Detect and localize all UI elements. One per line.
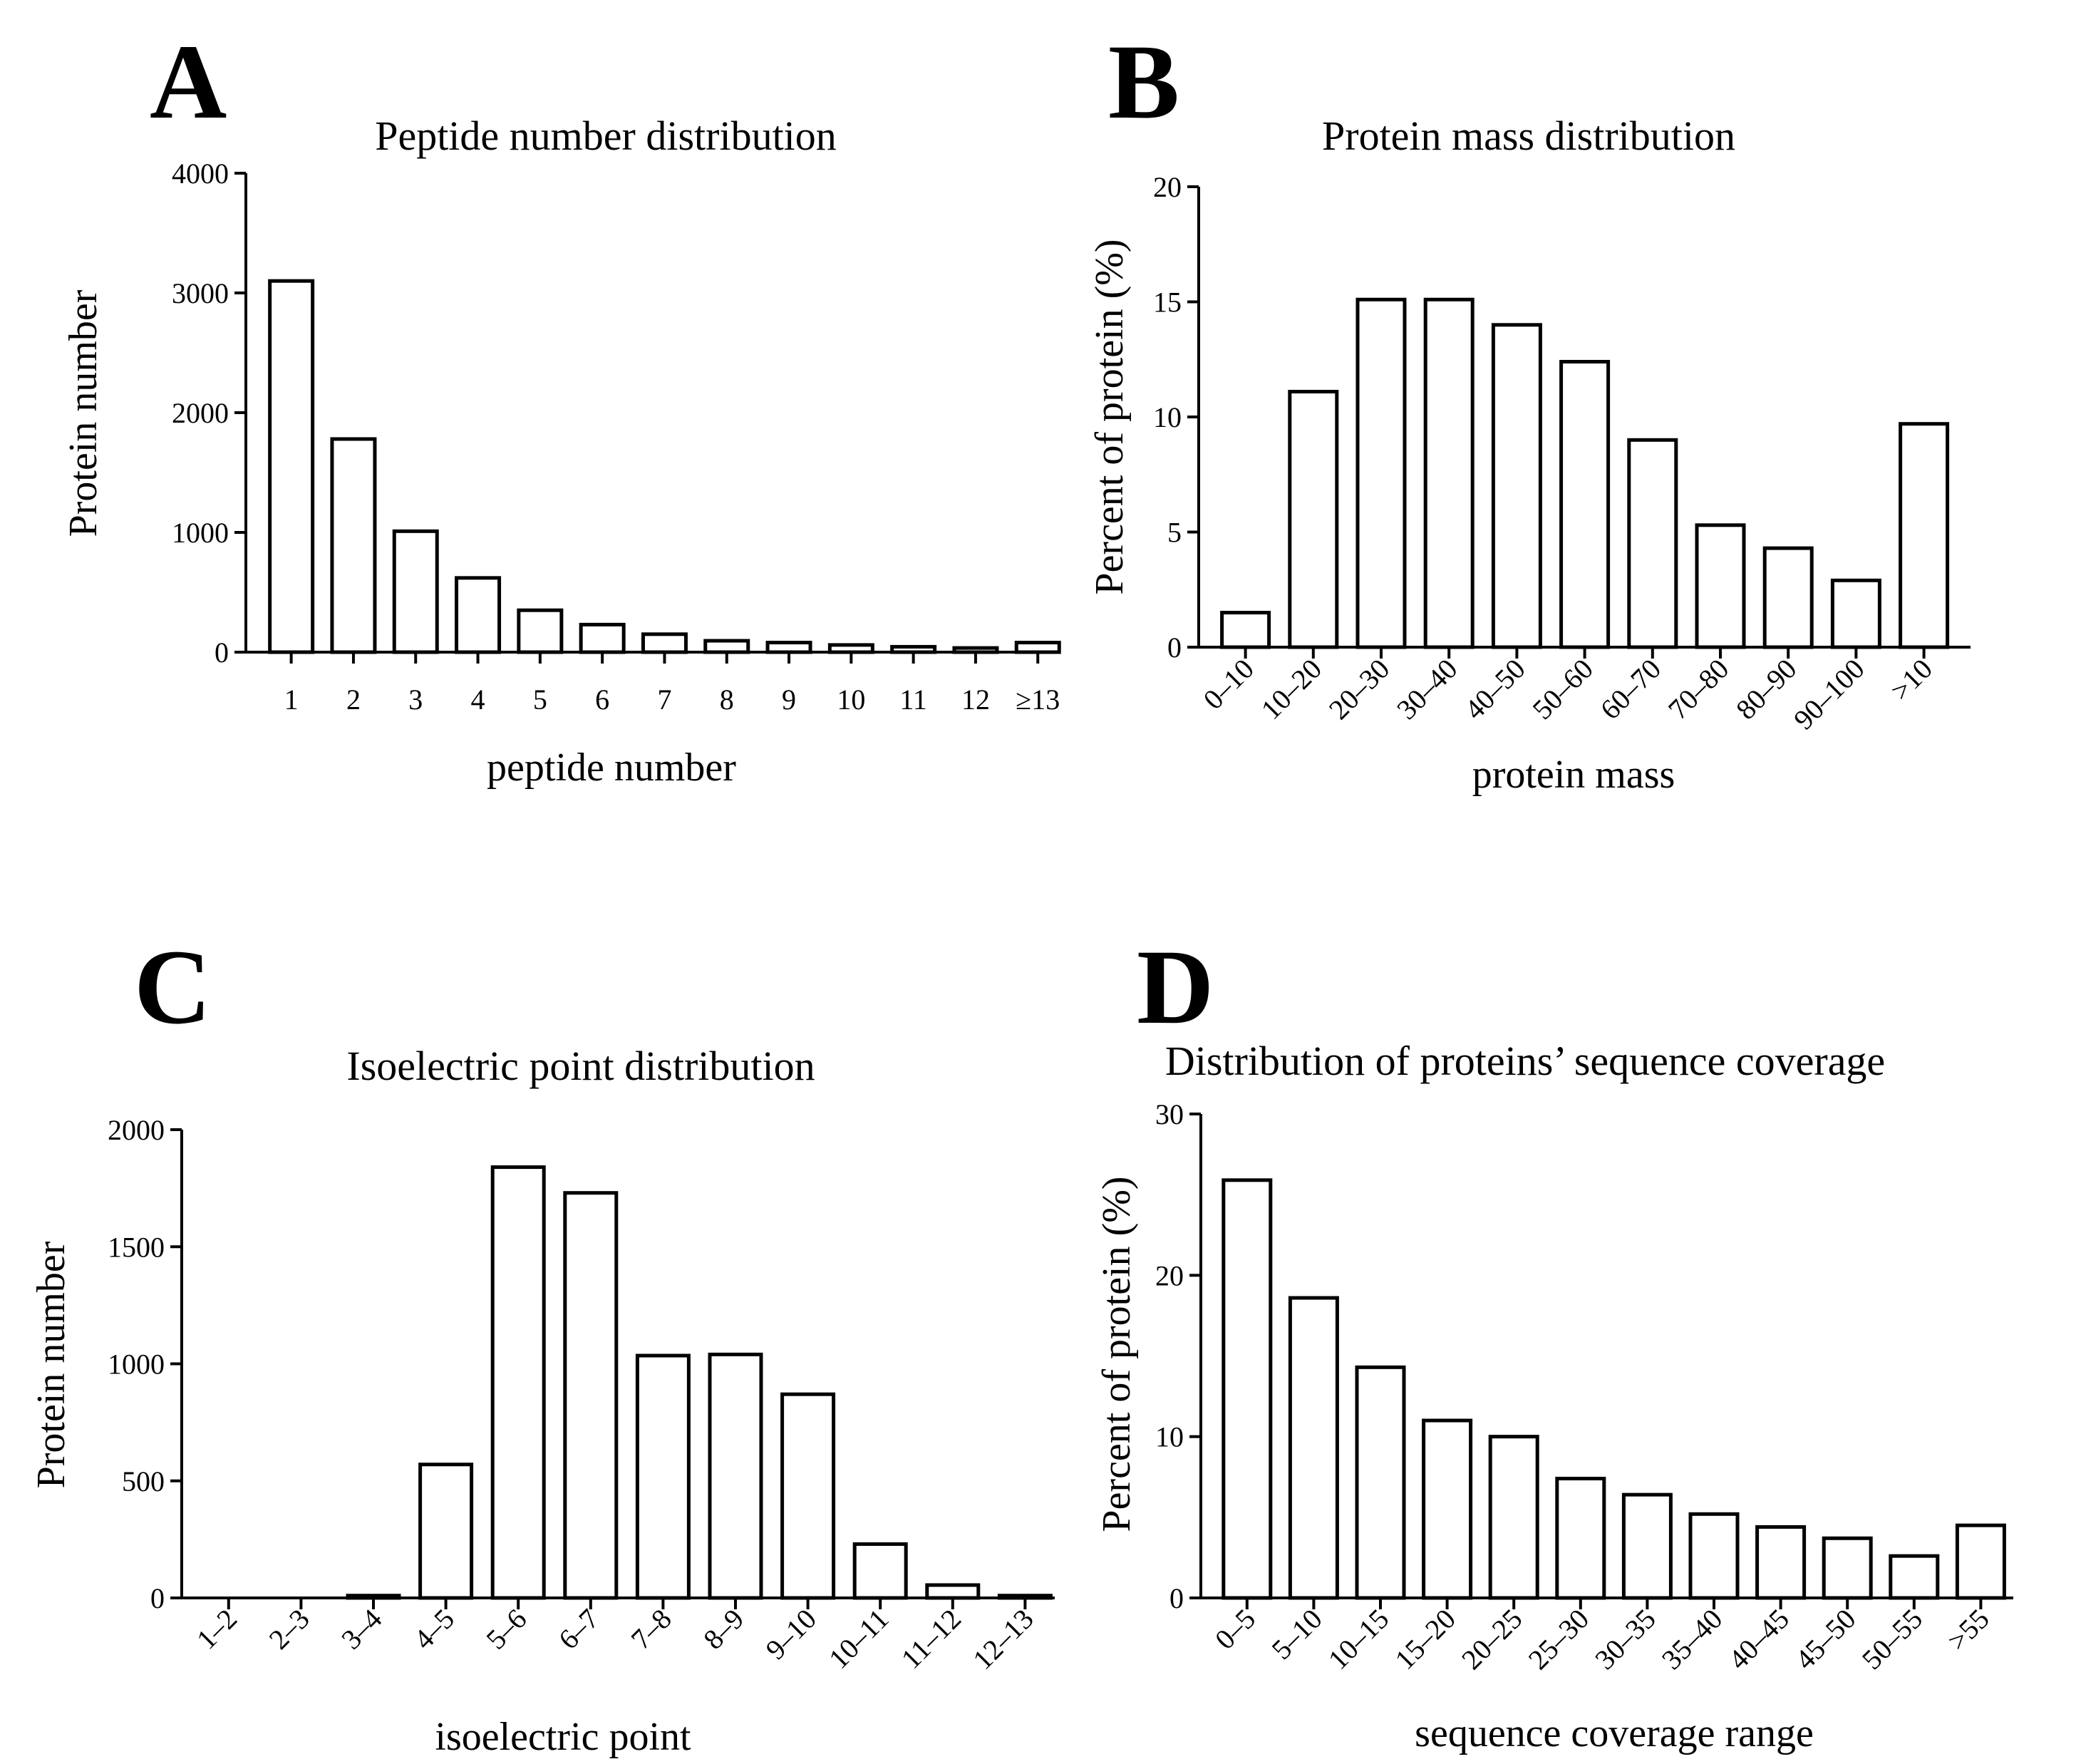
- x-tick-label: 9: [782, 684, 796, 716]
- bar: [268, 279, 315, 654]
- y-tick-label: 20: [1153, 171, 1182, 203]
- x-axis-title: isoelectric point: [435, 1715, 691, 1759]
- y-tick-label: 2000: [108, 1114, 165, 1146]
- bar: [1288, 389, 1339, 649]
- y-tick-label: 5: [1167, 517, 1182, 549]
- bar: [579, 622, 626, 654]
- x-tick-label: 15–20: [1388, 1603, 1462, 1676]
- panel-letter-d: D: [1137, 928, 1214, 1046]
- panel-letter-c: C: [134, 928, 212, 1046]
- x-tick-label: 50–55: [1856, 1603, 1929, 1676]
- bar: [490, 1165, 546, 1600]
- x-tick-label: ≥13: [1016, 684, 1060, 716]
- x-tick-label: 10: [837, 684, 865, 716]
- y-tick-label: 0: [150, 1582, 165, 1614]
- x-tick-label: 7: [657, 684, 671, 716]
- chart-title-a: Peptide number distribution: [375, 113, 837, 159]
- y-tick-label: 20: [1155, 1259, 1184, 1291]
- bar: [1822, 1536, 1873, 1600]
- x-tick-label: 5: [533, 684, 547, 716]
- x-tick-label: 20–25: [1455, 1603, 1529, 1676]
- bar: [1688, 1512, 1740, 1600]
- bar: [852, 1542, 908, 1600]
- y-tick-label: 3000: [172, 277, 229, 309]
- y-tick-label: 15: [1153, 287, 1182, 319]
- bar: [563, 1191, 619, 1600]
- panel-letter-b: B: [1108, 23, 1180, 141]
- x-tick-label: 1: [284, 684, 299, 716]
- y-tick-label: 1000: [108, 1348, 165, 1381]
- x-tick-label: 3: [408, 684, 423, 716]
- bar: [641, 632, 688, 654]
- y-tick-label: 0: [215, 636, 229, 669]
- x-tick-label: 12: [961, 684, 990, 716]
- bar: [1955, 1523, 2006, 1600]
- bar: [1899, 422, 1950, 649]
- y-axis-title: Percent of protein (%): [1088, 239, 1132, 594]
- x-tick-label: 0–5: [1209, 1603, 1261, 1656]
- bar: [1422, 1418, 1473, 1600]
- x-axis-title: sequence coverage range: [1415, 1711, 1814, 1755]
- bar: [635, 1353, 691, 1600]
- x-tick-label: 10–15: [1322, 1603, 1395, 1676]
- chart-title-c: Isoelectric point distribution: [346, 1043, 815, 1089]
- x-axis-title: protein mass: [1472, 753, 1675, 797]
- x-tick-label: >55: [1941, 1603, 1995, 1657]
- y-tick-label: 0: [1167, 631, 1182, 664]
- x-tick-label: 35–40: [1656, 1603, 1729, 1676]
- bar: [780, 1392, 836, 1600]
- x-tick-label: 25–30: [1522, 1603, 1596, 1676]
- y-tick-label: 4000: [172, 158, 229, 190]
- x-tick-label: 30–35: [1589, 1603, 1662, 1676]
- x-tick-label: 45–50: [1789, 1603, 1862, 1676]
- bar: [1830, 578, 1881, 649]
- bar: [1423, 297, 1475, 649]
- bar: [1288, 1296, 1339, 1600]
- y-tick-label: 2000: [172, 397, 229, 429]
- x-tick-label: 40–45: [1722, 1603, 1795, 1676]
- y-axis-title: Percent of protein (%): [1095, 1176, 1139, 1532]
- panel-letter-a: A: [150, 23, 227, 141]
- chart-title-b: Protein mass distribution: [1322, 113, 1735, 159]
- bar: [1621, 1492, 1673, 1600]
- chart-title-d: Distribution of proteins’ sequence cover…: [1164, 1038, 1886, 1084]
- bar: [1555, 1477, 1606, 1600]
- y-tick-label: 1000: [172, 517, 229, 549]
- x-axis-title: peptide number: [487, 746, 736, 790]
- y-tick-label: 1500: [108, 1231, 165, 1263]
- bar: [418, 1463, 474, 1600]
- y-tick-label: 500: [122, 1465, 165, 1497]
- bar: [1755, 1525, 1807, 1600]
- x-tick-label: 8: [720, 684, 734, 716]
- y-tick-label: 0: [1169, 1582, 1184, 1614]
- bar: [1627, 438, 1678, 649]
- bar: [1222, 1178, 1273, 1600]
- bar: [1559, 359, 1611, 649]
- x-tick-label: 4: [471, 684, 485, 716]
- x-tick-label: 11: [899, 684, 927, 716]
- bar: [1488, 1435, 1539, 1600]
- y-axis-title: Protein number: [61, 289, 105, 537]
- x-tick-label: 2: [346, 684, 361, 716]
- y-tick-label: 30: [1155, 1098, 1184, 1130]
- bar: [1220, 611, 1271, 649]
- y-axis-title: Protein number: [29, 1241, 73, 1488]
- y-tick-label: 10: [1155, 1421, 1184, 1453]
- bar: [1355, 1365, 1406, 1600]
- x-tick-label: 5–10: [1265, 1603, 1328, 1666]
- bar: [1889, 1554, 1940, 1600]
- y-tick-label: 10: [1153, 401, 1182, 433]
- x-tick-label: 6: [595, 684, 609, 716]
